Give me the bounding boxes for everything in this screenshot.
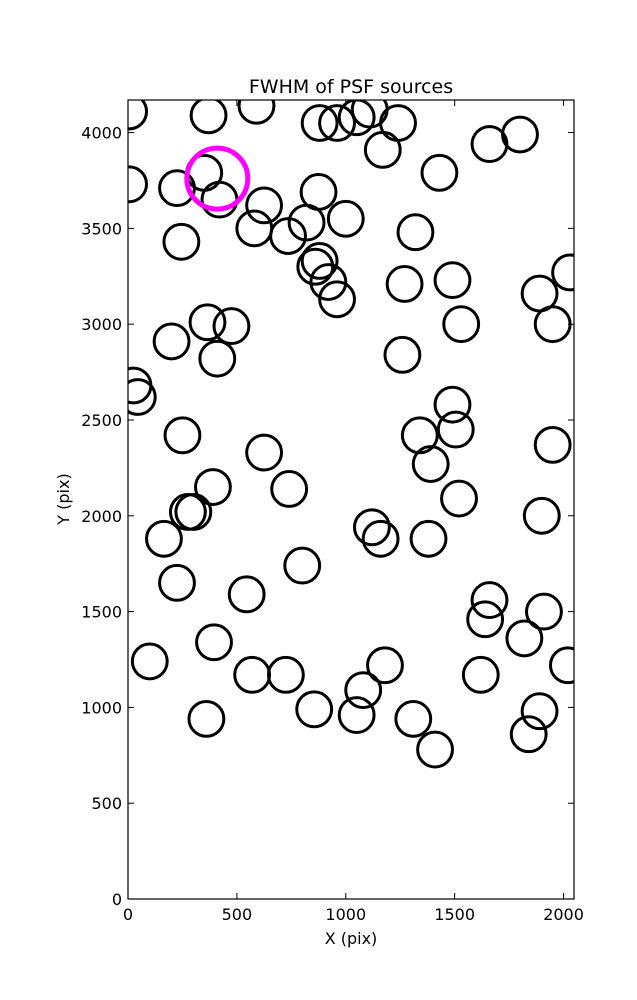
y-tick-label: 4000 [81,124,122,143]
psf-source-marker [433,385,472,424]
psf-source-marker [195,623,233,662]
psf-source-marker [128,100,149,131]
psf-source-marker [363,130,402,169]
psf-source-marker [300,104,339,142]
psf-source-marker [416,730,454,769]
x-axis-label: X (pix) [325,929,378,948]
psf-source-marker [533,425,572,464]
psf-source-marker [501,115,539,154]
psf-source-marker [383,335,422,374]
psf-source-marker [440,479,478,518]
x-tick-label: 1500 [434,905,475,924]
psf-source-marker [189,100,228,135]
psf-source-marker [235,209,274,248]
psf-source-marker [379,104,417,142]
psf-source-marker [245,186,284,225]
y-tick-label: 2000 [81,507,122,526]
psf-source-marker [352,508,391,547]
y-tick-label: 2500 [81,411,122,430]
psf-source-marker [200,180,239,219]
psf-source-marker [198,339,237,378]
psf-source-marker [433,261,472,300]
psf-source-marker [411,445,450,483]
psf-source-marker [533,305,572,344]
x-tick-label: 500 [222,905,253,924]
psf-source-marker [194,468,232,506]
psf-source-marker [442,305,481,344]
psf-source-marker [509,715,548,754]
psf-source-marker [400,416,439,455]
y-tick-label: 1000 [81,698,122,717]
psf-source-marker [505,619,544,658]
y-tick-label: 3000 [81,315,122,334]
psf-source-marker [168,493,207,531]
psf-source-marker [283,546,322,585]
psf-source-marker [318,104,356,142]
psf-source-marker [420,153,459,192]
psf-source-marker [295,690,334,729]
psf-source-marker [337,696,376,734]
psf-source-marker [270,470,309,508]
y-tick-label: 3500 [81,219,122,238]
psf-source-marker [548,646,574,685]
chart-title: FWHM of PSF sources [249,76,453,98]
y-tick-label: 500 [91,794,122,813]
y-tick-label: 1500 [81,603,122,622]
psf-source-marker [551,253,574,292]
psf-source-marker [300,242,339,280]
highlighted-psf-source-marker [184,145,251,212]
y-axis: 0 500 1000 1500 2000 2500 3000 3500 4000 [81,124,574,909]
psf-source-marker [394,699,433,738]
psf-source-marker [326,199,365,238]
psf-source-marker [296,247,335,286]
psf-source-marker [145,519,183,558]
psf-source-marker [366,646,404,685]
y-axis-label: Y (pix) [54,473,73,525]
psf-source-marker [344,671,383,710]
psf-source-marker [396,213,435,252]
psf-source-marker [188,303,227,342]
x-tick-label: 0 [123,905,133,924]
psf-source-marker [299,173,338,211]
y-tick-label: 0 [112,890,122,909]
psf-source-marker [162,222,201,261]
psf-source-marker [436,410,475,449]
psf-source-marker [266,655,305,694]
psf-source-marker [212,307,251,346]
psf-source-marker [525,592,563,631]
marker-layer [128,100,574,769]
psf-source-marker [152,322,191,361]
psf-source-marker [522,496,561,535]
psf-source-marker [163,416,202,455]
plot-frame [127,99,575,900]
psf-source-marker [187,699,226,738]
psf-source-marker [128,366,153,405]
x-tick-label: 2000 [543,905,584,924]
psf-source-marker [361,519,400,558]
psf-source-marker [269,217,307,255]
psf-source-marker [128,378,157,416]
x-axis: 0 500 1000 1500 2000 [123,100,584,924]
psf-source-marker [466,600,505,639]
psf-source-marker [245,433,284,472]
psf-source-marker [158,563,196,602]
x-tick-label: 1000 [325,905,366,924]
psf-source-marker [309,263,348,301]
psf-source-marker [128,165,149,204]
psf-source-marker [409,519,448,558]
psf-source-marker [461,655,500,694]
psf-source-marker [233,655,272,694]
psf-source-marker [318,280,356,319]
psf-source-marker [520,692,559,731]
psf-source-marker [130,642,169,681]
psf-source-marker [237,100,276,125]
psf-source-marker [470,581,509,620]
psf-source-marker [227,575,266,614]
psf-source-marker [337,100,376,137]
psf-source-marker [385,265,424,303]
